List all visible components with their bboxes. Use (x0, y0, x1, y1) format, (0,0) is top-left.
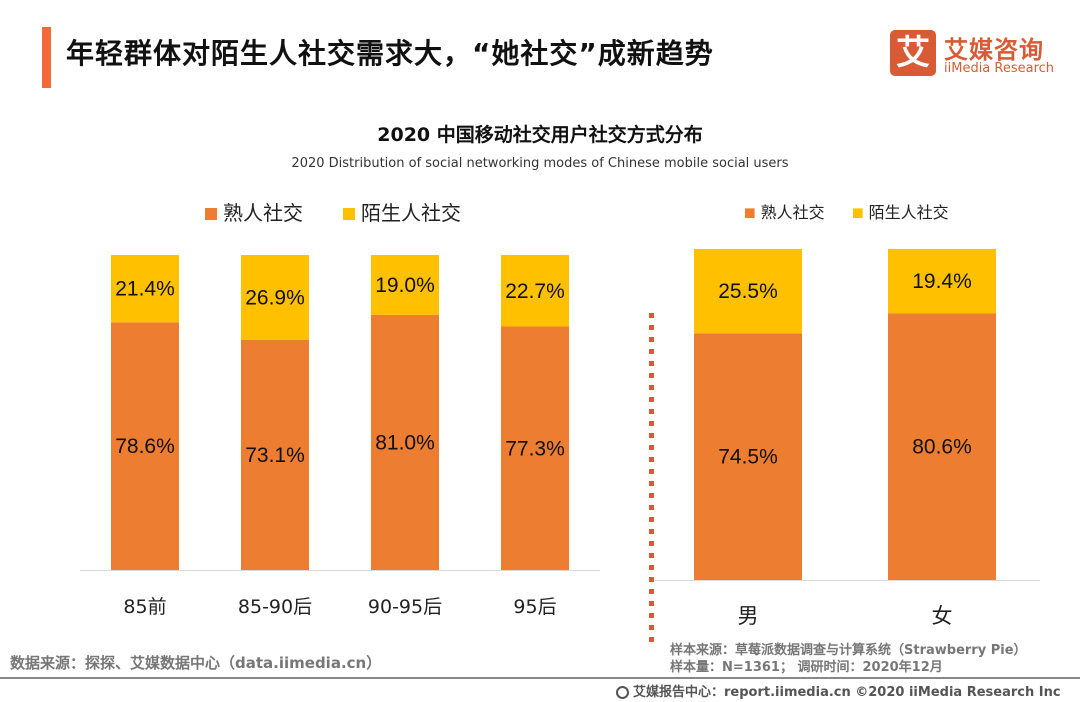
divider-dot (649, 373, 654, 378)
divider-dot (649, 625, 654, 630)
bar-segment-stranger (241, 255, 309, 340)
footer-copyright: 艾媒报告中心：report.iimedia.cn ©2020 iiMedia R… (616, 681, 1061, 700)
sample-size-note: 样本量：N=1361； 调研时间：2020年12月 (670, 660, 943, 675)
divider-dot (649, 613, 654, 618)
bar-segment-acquaintance (241, 339, 309, 570)
logo-chinese-name: 艾媒咨询 (944, 36, 1044, 64)
data-label: 74.5% (718, 446, 778, 469)
category-label: 85前 (123, 596, 166, 618)
legend-label: 陌生人社交 (869, 203, 949, 222)
title-accent-bar (42, 27, 51, 88)
category-label: 女 (932, 604, 953, 628)
bar-segment-stranger (371, 255, 439, 315)
data-label: 80.6% (912, 436, 972, 459)
divider-dot (649, 337, 654, 342)
data-label: 81.0% (375, 431, 435, 454)
bar-segment-acquaintance (694, 333, 802, 580)
data-label: 22.7% (505, 280, 565, 303)
divider-dot (649, 565, 654, 570)
legend-swatch-stranger (343, 208, 355, 220)
data-label: 26.9% (245, 286, 305, 309)
divider-dot (649, 361, 654, 366)
divider-dot (649, 637, 654, 642)
divider-dot (649, 541, 654, 546)
bar-segment-acquaintance (501, 326, 569, 570)
data-label: 78.6% (115, 435, 175, 458)
legend-label: 熟人社交 (223, 201, 303, 225)
divider-dot (649, 409, 654, 414)
divider-dot (649, 397, 654, 402)
data-label: 19.4% (912, 270, 972, 293)
divider-dot (649, 469, 654, 474)
copyright-text: 艾媒报告中心：report.iimedia.cn ©2020 iiMedia R… (633, 685, 1061, 700)
divider-dot (649, 421, 654, 426)
legend-label: 陌生人社交 (361, 201, 461, 225)
divider-dot (649, 601, 654, 606)
globe-icon (616, 686, 629, 699)
chart-title: 2020 中国移动社交用户社交方式分布 (377, 124, 703, 146)
page-title: 年轻群体对陌生人社交需求大，“她社交”成新趋势 (66, 37, 714, 70)
divider-dot (649, 577, 654, 582)
divider-dot (649, 589, 654, 594)
bar-segment-stranger (111, 255, 179, 323)
legend-swatch-acquaintance (745, 208, 755, 218)
iimedia-logo: 艾 艾媒咨询 iiMedia Research (890, 30, 1070, 80)
category-label: 95后 (513, 596, 556, 618)
legend-swatch-stranger (853, 208, 863, 218)
sample-source-note: 样本来源：草莓派数据调查与计算系统（Strawberry Pie） (670, 643, 1027, 658)
bar-segment-acquaintance (888, 313, 996, 580)
divider-dot (649, 517, 654, 522)
bar-segment-acquaintance (371, 314, 439, 570)
category-label: 90-95后 (368, 596, 442, 618)
divider-dot (649, 493, 654, 498)
divider-dot (649, 313, 654, 318)
logo-english-name: iiMedia Research (944, 61, 1055, 76)
legend-label: 熟人社交 (761, 203, 825, 222)
divider-dot (649, 325, 654, 330)
bar-segment-stranger (501, 255, 569, 327)
data-label: 19.0% (375, 274, 435, 297)
footer-divider (0, 677, 1080, 679)
data-label: 73.1% (245, 444, 305, 467)
data-label: 21.4% (115, 278, 175, 301)
bar-segment-stranger (694, 249, 802, 334)
data-source: 数据来源：探探、艾媒数据中心（data.iimedia.cn） (10, 654, 382, 672)
bar-segment-stranger (888, 249, 996, 314)
divider-dot (649, 445, 654, 450)
legend-swatch-acquaintance (205, 208, 217, 220)
bar-segment-acquaintance (111, 322, 179, 570)
divider-dot (649, 529, 654, 534)
chart-subtitle: 2020 Distribution of social networking m… (291, 156, 789, 171)
data-label: 77.3% (505, 437, 565, 460)
divider-dot (649, 505, 654, 510)
divider-dot (649, 349, 654, 354)
data-label: 25.5% (718, 280, 778, 303)
divider-dot (649, 433, 654, 438)
category-label: 85-90后 (238, 596, 312, 618)
divider-dot (649, 385, 654, 390)
divider-dot (649, 457, 654, 462)
divider-dot (649, 481, 654, 486)
divider-dot (649, 553, 654, 558)
logo-mark-icon: 艾 (890, 30, 936, 76)
category-label: 男 (738, 604, 759, 628)
